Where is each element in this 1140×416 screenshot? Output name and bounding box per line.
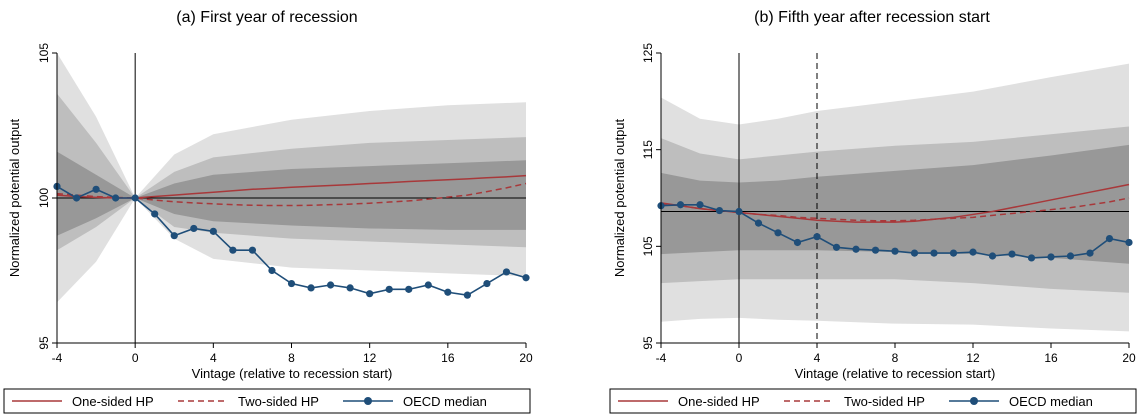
legend-oecd-label: OECD median xyxy=(1009,394,1093,409)
panel-b-oecd-point-11 xyxy=(871,246,880,254)
panel-a-oecd-point-16 xyxy=(366,290,374,298)
panel-b-oecd-point-10 xyxy=(852,245,860,253)
panel-a-oecd-point-23 xyxy=(502,268,511,276)
panel-b-oecd-point-16 xyxy=(969,248,977,256)
panel-a-oecd-point-11 xyxy=(268,266,276,275)
panel-a-oecd-point-5 xyxy=(151,210,159,218)
panel-b-y-tick-label: 125 xyxy=(641,43,655,63)
legend-two-sided-label: Two-sided HP xyxy=(844,394,925,409)
panel-b-oecd-point-17 xyxy=(988,252,997,260)
panel-b-x-tick-label: 0 xyxy=(736,351,743,365)
panel-a-oecd-point-6 xyxy=(170,232,178,240)
panel-a-x-tick-label: -4 xyxy=(52,351,63,365)
panel-a-oecd-point-17 xyxy=(385,285,393,293)
panel-a-oecd-point-14 xyxy=(326,281,335,289)
panel-a-oecd-point-20 xyxy=(444,288,452,296)
panel-b-oecd-point-18 xyxy=(1008,250,1016,258)
panel-b-oecd-point-5 xyxy=(754,219,763,227)
panel-a-y-axis-label: Normalized potential output xyxy=(7,118,22,277)
panel-a-oecd-point-2 xyxy=(92,185,100,193)
panel-a-oecd-point-4 xyxy=(131,194,139,202)
panel-b-oecd-point-20 xyxy=(1047,253,1055,261)
legend-one-sided-label: One-sided HP xyxy=(72,394,154,409)
panel-b-oecd-point-4 xyxy=(735,207,743,216)
panel-b-legend: One-sided HP Two-sided HP OECD median xyxy=(609,388,1137,414)
panel-a-title: (a) First year of recession xyxy=(176,9,357,26)
panel-b-oecd-point-13 xyxy=(910,249,919,257)
legend-oecd-label: OECD median xyxy=(403,394,487,409)
legend-oecd-marker xyxy=(970,397,978,405)
legend-frame xyxy=(3,388,531,414)
panel-b-oecd-point-6 xyxy=(774,229,782,237)
legend-oecd-marker xyxy=(364,397,372,405)
panel-a-band-inner xyxy=(57,151,526,236)
panel-a-bands xyxy=(57,53,526,303)
panel-a-oecd-point-8 xyxy=(209,227,217,235)
panel-b-y-tick-label: 115 xyxy=(641,140,655,159)
panel-a-x-tick-label: 4 xyxy=(210,351,217,365)
panel-b-x-tick-label: 20 xyxy=(1122,351,1136,365)
panel-a-oecd-point-1 xyxy=(72,194,81,202)
panel-a-x-tick-label: 12 xyxy=(363,351,377,365)
panel-b-oecd-point-22 xyxy=(1086,249,1094,257)
panel-a-y-tick-label: 105 xyxy=(37,43,51,63)
panel-a-x-tick-label: 20 xyxy=(519,351,533,365)
panel-a-oecd-point-9 xyxy=(229,246,237,254)
panel-b-oecd-point-3 xyxy=(715,206,724,215)
panel-b-series xyxy=(657,183,1133,262)
panel-a-x-tick-label: 8 xyxy=(288,351,295,365)
panel-a-oecd-point-13 xyxy=(307,284,315,292)
panel-a-oecd-point-22 xyxy=(483,279,491,288)
panel-b-oecd-point-9 xyxy=(832,243,841,251)
panel-a-axes: -4 0 4 8 12 16 20 95 100 105 xyxy=(37,43,533,365)
panel-a-oecd-point-19 xyxy=(424,281,432,289)
panel-a-legend: One-sided HP Two-sided HP OECD median xyxy=(3,388,531,414)
panel-a-oecd-point-12 xyxy=(287,279,296,288)
legend-frame xyxy=(609,388,1137,414)
panel-b-series-line-1 xyxy=(660,197,1130,222)
panel-b-x-tick-label: 16 xyxy=(1044,351,1058,365)
panel-b-x-tick-label: 12 xyxy=(966,351,980,365)
panel-b-oecd-point-19 xyxy=(1027,254,1036,262)
panel-b-oecd-point-12 xyxy=(891,247,899,255)
panel-a-oecd-point-18 xyxy=(405,285,413,293)
panel-b-oecd-point-23 xyxy=(1105,235,1114,243)
panel-b-oecd-point-1 xyxy=(676,201,685,209)
panel-b-title: (b) Fifth year after recession start xyxy=(754,9,990,26)
legend-two-sided-label: Two-sided HP xyxy=(238,394,319,409)
legend-one-sided-label: One-sided HP xyxy=(678,394,760,409)
panel-a-oecd-point-7 xyxy=(190,224,198,233)
panel-b-axes: -4 0 4 8 12 16 20 95 105 115 125 xyxy=(641,43,1136,365)
panel-a-oecd-point-15 xyxy=(346,284,354,292)
panel-a-oecd-point-3 xyxy=(112,194,120,202)
panel-a-x-axis-label: Vintage (relative to recession start) xyxy=(192,366,393,381)
panel-b-x-tick-label: -4 xyxy=(656,351,667,365)
panel-b-x-axis-label: Vintage (relative to recession start) xyxy=(795,366,996,381)
panel-a-oecd-point-21 xyxy=(463,291,471,299)
panel-a-series xyxy=(53,174,530,299)
panel-b-oecd-point-8 xyxy=(813,233,821,241)
panel-b-oecd-point-7 xyxy=(793,238,802,247)
panel-a-x-tick-label: 16 xyxy=(441,351,455,365)
panel-a-series-line-1 xyxy=(56,182,527,207)
panel-b-oecd-point-2 xyxy=(696,201,704,209)
panel-b-y-tick-label: 105 xyxy=(641,236,655,256)
panel-a-oecd-point-10 xyxy=(248,246,257,254)
panel-b-y-tick-label: 95 xyxy=(641,336,655,350)
panel-b-oecd-point-14 xyxy=(930,249,938,257)
panel-b-oecd-point-21 xyxy=(1066,252,1075,260)
panel-b-oecd-point-15 xyxy=(949,249,958,257)
panel-a-oecd-point-24 xyxy=(522,274,530,282)
panel-b: (b) Fifth year after recession start -4 0… xyxy=(612,9,1136,381)
panel-a-y-tick-label: 100 xyxy=(37,188,51,208)
panel-b-y-axis-label: Normalized potential output xyxy=(612,118,627,277)
panel-b-oecd-point-24 xyxy=(1125,238,1133,247)
panel-b-bands xyxy=(661,63,1129,332)
panel-a-x-tick-label: 0 xyxy=(132,351,139,365)
panel-a-y-tick-label: 95 xyxy=(37,336,51,350)
panel-b-x-tick-label: 8 xyxy=(892,351,899,365)
panel-a: (a) First year of recession -4 0 4 8 12 16 20 9… xyxy=(7,9,533,381)
panel-b-x-tick-label: 4 xyxy=(814,351,821,365)
